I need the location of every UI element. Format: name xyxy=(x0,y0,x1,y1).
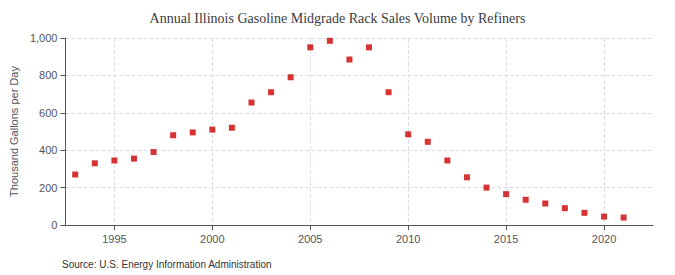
svg-text:600: 600 xyxy=(39,107,57,119)
svg-text:0: 0 xyxy=(51,219,57,231)
svg-text:2015: 2015 xyxy=(494,233,518,245)
svg-text:Thousand Gallons per Day: Thousand Gallons per Day xyxy=(8,66,20,197)
svg-text:400: 400 xyxy=(39,144,57,156)
svg-text:200: 200 xyxy=(39,182,57,194)
svg-text:2010: 2010 xyxy=(396,233,420,245)
svg-text:800: 800 xyxy=(39,69,57,81)
svg-text:Annual Illinois Gasoline Midgr: Annual Illinois Gasoline Midgrade Rack S… xyxy=(150,11,526,26)
svg-text:2000: 2000 xyxy=(200,233,224,245)
svg-text:2020: 2020 xyxy=(592,233,616,245)
svg-text:1995: 1995 xyxy=(102,233,126,245)
svg-text:1,000: 1,000 xyxy=(30,32,58,44)
svg-text:Source: U.S. Energy Informatio: Source: U.S. Energy Information Administ… xyxy=(62,259,272,270)
svg-text:2005: 2005 xyxy=(298,233,322,245)
